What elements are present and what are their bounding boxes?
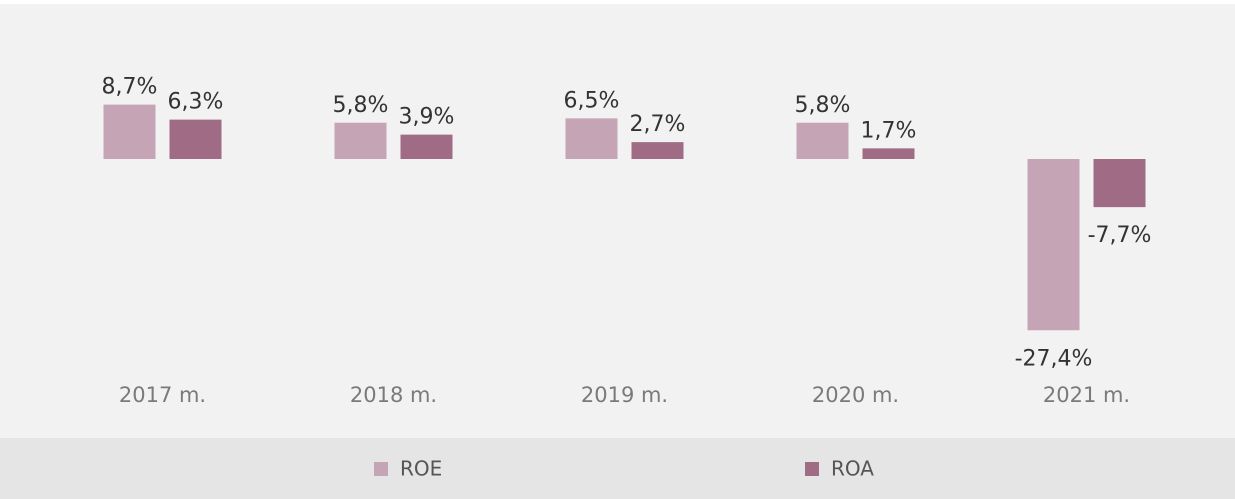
x-tick-label: 2020 m. xyxy=(812,383,899,407)
data-label: 6,3% xyxy=(168,90,224,115)
data-label: 5,8% xyxy=(795,93,851,118)
data-label: 5,8% xyxy=(333,93,389,118)
data-label: 8,7% xyxy=(102,75,158,100)
data-label: 3,9% xyxy=(399,105,455,130)
data-label: -7,7% xyxy=(1088,223,1152,248)
data-label: -27,4% xyxy=(1015,346,1093,371)
bar xyxy=(103,104,156,159)
x-tick-label: 2019 m. xyxy=(581,383,668,407)
bar xyxy=(1093,159,1146,208)
bar xyxy=(1027,159,1080,331)
bar xyxy=(862,148,915,159)
data-label: 6,5% xyxy=(564,88,620,113)
x-tick-label: 2021 m. xyxy=(1043,383,1130,407)
legend-swatch xyxy=(374,462,388,476)
bar xyxy=(400,134,453,159)
bar xyxy=(565,118,618,159)
bar xyxy=(631,142,684,159)
legend-background xyxy=(0,438,1235,499)
data-label: 1,7% xyxy=(861,118,917,143)
legend-label: ROE xyxy=(400,457,442,481)
x-tick-label: 2018 m. xyxy=(350,383,437,407)
x-tick-label: 2017 m. xyxy=(119,383,206,407)
bar xyxy=(334,122,387,159)
bar xyxy=(796,122,849,159)
bar xyxy=(169,119,222,159)
data-label: 2,7% xyxy=(630,112,686,137)
legend-swatch xyxy=(805,462,819,476)
legend-label: ROA xyxy=(831,457,874,481)
